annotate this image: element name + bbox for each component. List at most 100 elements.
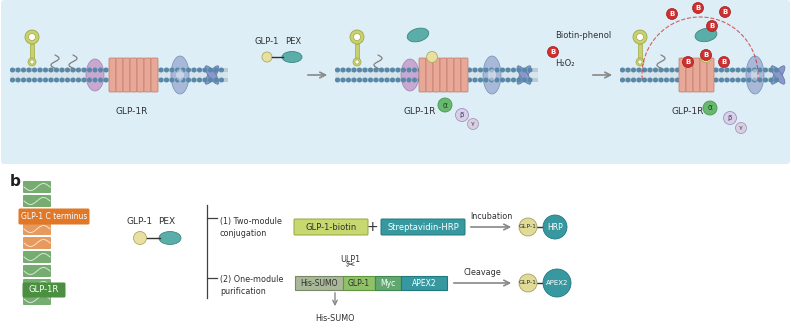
- Circle shape: [731, 78, 734, 82]
- FancyBboxPatch shape: [116, 58, 123, 92]
- Circle shape: [703, 68, 707, 72]
- Circle shape: [153, 78, 157, 82]
- Text: PEX: PEX: [158, 217, 176, 226]
- Circle shape: [335, 68, 339, 72]
- Circle shape: [55, 78, 59, 82]
- Circle shape: [747, 78, 751, 82]
- Circle shape: [638, 78, 641, 82]
- Circle shape: [736, 123, 747, 133]
- Text: GLP-1R: GLP-1R: [29, 286, 59, 294]
- Circle shape: [142, 78, 146, 82]
- Circle shape: [369, 68, 373, 72]
- Ellipse shape: [488, 69, 496, 81]
- Circle shape: [467, 68, 471, 72]
- Text: Biotin-phenol: Biotin-phenol: [555, 31, 611, 40]
- Text: α: α: [707, 103, 713, 113]
- Circle shape: [424, 78, 427, 82]
- Circle shape: [418, 78, 422, 82]
- Circle shape: [769, 78, 773, 82]
- Circle shape: [27, 68, 31, 72]
- Ellipse shape: [282, 51, 302, 62]
- Text: H₂O₂: H₂O₂: [555, 59, 574, 68]
- Ellipse shape: [205, 66, 219, 84]
- Circle shape: [352, 78, 356, 82]
- Circle shape: [479, 78, 483, 82]
- Circle shape: [38, 68, 42, 72]
- Circle shape: [456, 109, 468, 122]
- Circle shape: [714, 68, 717, 72]
- Circle shape: [438, 98, 452, 112]
- Circle shape: [413, 78, 416, 82]
- FancyBboxPatch shape: [686, 58, 693, 92]
- Circle shape: [82, 68, 85, 72]
- Circle shape: [484, 78, 488, 82]
- Circle shape: [121, 78, 124, 82]
- Circle shape: [467, 78, 471, 82]
- Text: Incubation: Incubation: [470, 212, 512, 221]
- Circle shape: [648, 78, 652, 82]
- Circle shape: [659, 78, 663, 82]
- Circle shape: [346, 68, 350, 72]
- Circle shape: [49, 68, 53, 72]
- Bar: [620, 68, 784, 82]
- FancyBboxPatch shape: [447, 58, 454, 92]
- Circle shape: [653, 78, 657, 82]
- Circle shape: [664, 68, 668, 72]
- Circle shape: [435, 68, 438, 72]
- Circle shape: [25, 30, 39, 44]
- Circle shape: [506, 78, 510, 82]
- Circle shape: [77, 78, 81, 82]
- Text: ULP1: ULP1: [340, 255, 360, 264]
- Circle shape: [396, 78, 399, 82]
- Circle shape: [720, 78, 723, 82]
- Text: B: B: [695, 5, 701, 11]
- Circle shape: [203, 78, 206, 82]
- FancyBboxPatch shape: [375, 276, 401, 290]
- Circle shape: [426, 51, 437, 62]
- Circle shape: [632, 78, 635, 82]
- Circle shape: [262, 52, 272, 62]
- Circle shape: [681, 68, 685, 72]
- Circle shape: [759, 68, 762, 72]
- Text: B: B: [703, 52, 709, 58]
- Circle shape: [698, 78, 702, 82]
- Circle shape: [214, 68, 218, 72]
- Circle shape: [714, 78, 717, 82]
- Circle shape: [137, 78, 141, 82]
- Circle shape: [731, 68, 734, 72]
- Ellipse shape: [517, 66, 531, 84]
- Circle shape: [523, 68, 526, 72]
- Circle shape: [445, 68, 449, 72]
- Circle shape: [676, 78, 679, 82]
- Circle shape: [676, 68, 679, 72]
- Circle shape: [374, 78, 378, 82]
- Circle shape: [709, 68, 713, 72]
- Bar: [355, 44, 359, 62]
- FancyBboxPatch shape: [23, 223, 51, 235]
- Circle shape: [391, 68, 394, 72]
- Circle shape: [501, 78, 505, 82]
- Circle shape: [60, 78, 64, 82]
- Circle shape: [391, 78, 394, 82]
- Circle shape: [621, 68, 624, 72]
- Circle shape: [93, 78, 97, 82]
- Circle shape: [363, 78, 367, 82]
- Text: GLP-1: GLP-1: [519, 281, 537, 286]
- Circle shape: [495, 68, 499, 72]
- Text: GLP-1R: GLP-1R: [404, 107, 436, 116]
- Circle shape: [681, 78, 685, 82]
- Circle shape: [352, 68, 356, 72]
- Circle shape: [709, 78, 713, 82]
- FancyBboxPatch shape: [18, 209, 89, 224]
- Circle shape: [667, 8, 678, 19]
- Ellipse shape: [746, 56, 764, 94]
- Circle shape: [430, 68, 433, 72]
- Circle shape: [643, 68, 646, 72]
- Text: His-SUMO: His-SUMO: [301, 279, 338, 288]
- Circle shape: [441, 68, 444, 72]
- FancyBboxPatch shape: [23, 265, 51, 277]
- Circle shape: [32, 78, 36, 82]
- Circle shape: [380, 68, 384, 72]
- Circle shape: [402, 78, 405, 82]
- Circle shape: [127, 68, 130, 72]
